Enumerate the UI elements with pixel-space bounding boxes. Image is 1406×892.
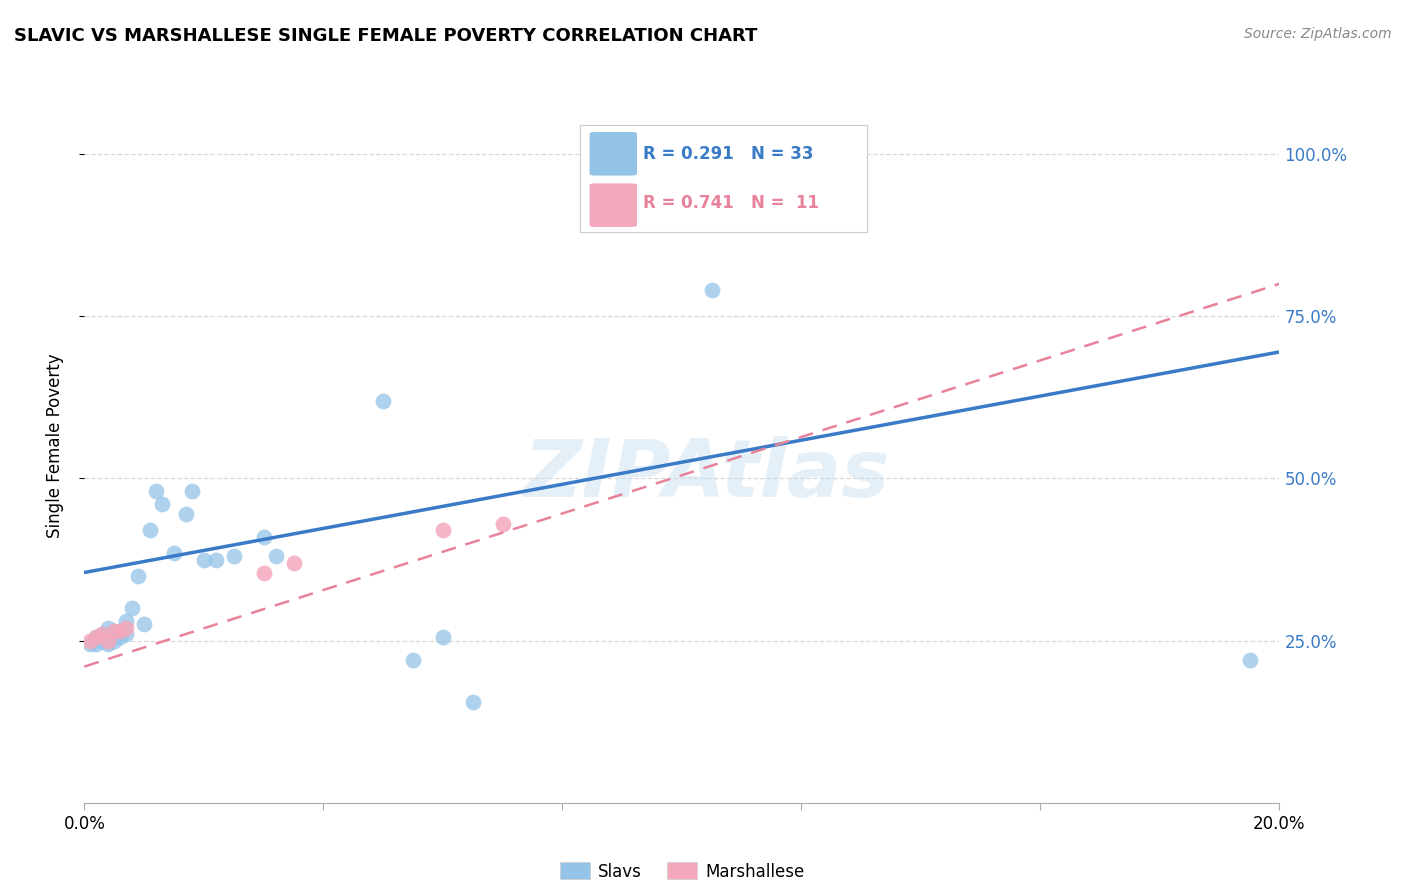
Point — [86, 637, 108, 651]
Point — [432, 524, 454, 538]
Point — [110, 624, 132, 638]
Point — [264, 549, 287, 564]
Point — [91, 627, 114, 641]
Point — [253, 566, 276, 580]
Point — [127, 568, 149, 582]
Point — [103, 624, 125, 638]
Point — [110, 624, 132, 638]
Text: SLAVIC VS MARSHALLESE SINGLE FEMALE POVERTY CORRELATION CHART: SLAVIC VS MARSHALLESE SINGLE FEMALE POVE… — [14, 27, 758, 45]
Point — [132, 617, 156, 632]
Text: ZIPAtlas: ZIPAtlas — [523, 435, 889, 514]
Point — [461, 695, 484, 709]
Text: R = 0.291   N = 33: R = 0.291 N = 33 — [644, 145, 814, 162]
Point — [86, 631, 108, 645]
Point — [700, 283, 723, 297]
Point — [115, 621, 138, 635]
FancyBboxPatch shape — [589, 131, 638, 177]
Point — [97, 633, 120, 648]
Point — [86, 631, 108, 645]
Point — [402, 653, 425, 667]
Point — [91, 633, 114, 648]
Text: R = 0.741   N =  11: R = 0.741 N = 11 — [644, 194, 820, 212]
Point — [180, 484, 204, 499]
Point — [205, 552, 228, 566]
Point — [115, 614, 138, 628]
Point — [163, 546, 186, 560]
Point — [193, 552, 215, 566]
Point — [97, 637, 120, 651]
Point — [103, 624, 125, 638]
Point — [110, 631, 132, 645]
Point — [79, 633, 101, 648]
Point — [79, 637, 101, 651]
Point — [283, 556, 305, 570]
Point — [371, 393, 394, 408]
Point — [1239, 653, 1261, 667]
Point — [150, 497, 173, 511]
Point — [103, 633, 125, 648]
Y-axis label: Single Female Poverty: Single Female Poverty — [45, 354, 63, 538]
Point — [174, 507, 197, 521]
FancyBboxPatch shape — [589, 183, 638, 227]
Point — [91, 627, 114, 641]
Text: Source: ZipAtlas.com: Source: ZipAtlas.com — [1244, 27, 1392, 41]
Point — [139, 524, 162, 538]
Point — [432, 631, 454, 645]
Point — [121, 601, 143, 615]
Point — [145, 484, 167, 499]
Point — [222, 549, 245, 564]
Point — [97, 621, 120, 635]
Point — [253, 530, 276, 544]
Point — [492, 516, 515, 531]
Legend: Slavs, Marshallese: Slavs, Marshallese — [553, 855, 811, 888]
Point — [115, 627, 138, 641]
